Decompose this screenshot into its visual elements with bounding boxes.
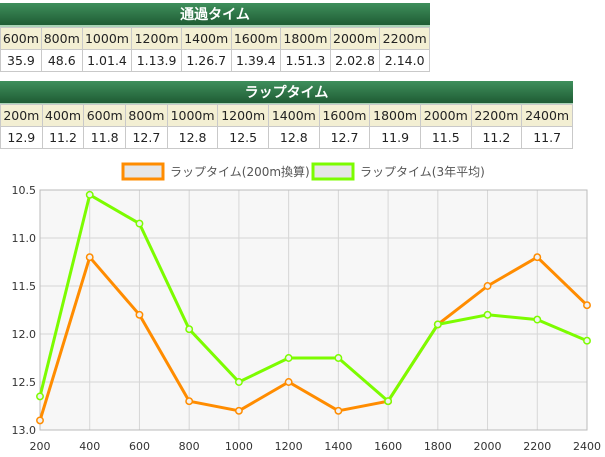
distance-label-cell: 200m bbox=[0, 104, 43, 127]
passing-time-cell: 1.01.4 bbox=[81, 49, 133, 72]
y-tick-label: 11.5 bbox=[12, 280, 37, 293]
passing-time-cell: 2.14.0 bbox=[379, 49, 430, 72]
x-tick-label: 1800 bbox=[424, 440, 452, 453]
distance-label-cell: 2400m bbox=[521, 104, 573, 127]
data-point bbox=[334, 354, 343, 362]
distance-label-cell: 800m bbox=[40, 27, 83, 50]
data-point bbox=[85, 190, 94, 199]
distance-label-cell: 2200m bbox=[470, 104, 523, 127]
distance-label-cell: 1400m bbox=[268, 104, 320, 127]
data-point bbox=[85, 253, 94, 262]
lap-time-cell: 12.8 bbox=[268, 126, 320, 149]
distance-label-cell: 1200m bbox=[217, 104, 270, 127]
distance-label-cell: 1800m bbox=[369, 104, 421, 127]
data-point bbox=[234, 378, 243, 386]
legend-label: ラップタイム(200m換算) bbox=[170, 164, 310, 179]
y-tick-label: 13.0 bbox=[12, 424, 37, 437]
lap-time-cell: 12.7 bbox=[125, 126, 168, 149]
passing-time-cell: 35.9 bbox=[0, 49, 42, 72]
passing-time-cell: 2.02.8 bbox=[329, 49, 381, 72]
data-point bbox=[384, 397, 393, 406]
legend-swatch bbox=[311, 162, 355, 181]
lap-time-cell: 12.5 bbox=[217, 126, 270, 149]
plot-frame bbox=[39, 189, 588, 431]
series-line-1 bbox=[38, 255, 589, 421]
distance-label-cell: 1200m bbox=[131, 27, 182, 50]
distance-label-cell: 1600m bbox=[230, 27, 282, 50]
y-tick-label: 12.5 bbox=[12, 376, 37, 389]
data-point bbox=[483, 310, 492, 319]
data-point bbox=[533, 315, 542, 324]
x-tick-label: 400 bbox=[79, 440, 100, 453]
distance-label-cell: 400m bbox=[41, 104, 85, 127]
data-point bbox=[583, 336, 591, 345]
data-point bbox=[185, 325, 194, 334]
lap-time-cell: 12.8 bbox=[166, 126, 219, 149]
distance-label-cell: 800m bbox=[125, 104, 168, 127]
x-tick-label: 1600 bbox=[374, 440, 402, 453]
legend-label: ラップタイム(3年平均) bbox=[360, 165, 485, 179]
lap-time-cell: 11.7 bbox=[521, 126, 573, 149]
data-point bbox=[483, 282, 492, 290]
distance-label-cell: 600m bbox=[0, 27, 42, 50]
distance-label-cell: 1800m bbox=[280, 27, 331, 50]
data-point bbox=[234, 406, 243, 415]
x-tick-label: 200 bbox=[30, 440, 51, 453]
distance-label-cell: 2200m bbox=[379, 27, 430, 50]
passing-time-cell: 1.51.3 bbox=[280, 49, 331, 72]
lap-time-cell: 12.9 bbox=[0, 126, 43, 149]
x-tick-label: 2000 bbox=[474, 440, 502, 453]
lap-time-chart: 10.5 11.0 11.5 12.0 12.5 13.0 200 400 600 800 1000… bbox=[12, 162, 601, 453]
distance-label-cell: 1400m bbox=[180, 27, 232, 50]
data-point bbox=[284, 354, 293, 362]
data-point bbox=[135, 219, 144, 228]
x-tick-label: 600 bbox=[129, 440, 150, 453]
lap-time-header: ラップタイム bbox=[0, 81, 573, 105]
distance-label-cell: 2000m bbox=[419, 104, 472, 127]
data-point bbox=[135, 310, 144, 319]
data-point bbox=[433, 320, 442, 329]
x-tick-label: 2400 bbox=[573, 440, 601, 453]
passing-time-cell: 1.26.7 bbox=[180, 49, 232, 72]
x-tick-label: 1200 bbox=[275, 440, 303, 453]
x-tick-label: 2200 bbox=[523, 440, 551, 453]
plot-area bbox=[40, 190, 587, 430]
series-line-2 bbox=[38, 193, 588, 403]
distance-label-cell: 1000m bbox=[166, 104, 219, 127]
data-point bbox=[185, 397, 194, 406]
lap-time-cell: 11.2 bbox=[470, 126, 523, 149]
lap-time-cell: 11.5 bbox=[419, 126, 472, 149]
distance-label-cell: 1000m bbox=[81, 27, 133, 50]
distance-label-cell: 600m bbox=[83, 104, 127, 127]
distance-label-cell: 1600m bbox=[318, 104, 371, 127]
distance-label-cell: 2000m bbox=[329, 27, 381, 50]
lap-time-cell: 11.9 bbox=[369, 126, 421, 149]
data-point bbox=[36, 392, 44, 401]
data-point bbox=[533, 253, 542, 262]
x-tick-label: 1000 bbox=[225, 440, 253, 453]
lap-time-cell: 12.7 bbox=[318, 126, 371, 149]
data-point bbox=[583, 301, 591, 310]
passing-time-cell: 48.6 bbox=[40, 49, 83, 72]
y-tick-label: 10.5 bbox=[12, 184, 37, 197]
passing-time-cell: 1.39.4 bbox=[230, 49, 282, 72]
y-tick-label: 11.0 bbox=[12, 232, 37, 245]
passing-time-cell: 1.13.9 bbox=[131, 49, 182, 72]
lap-time-cell: 11.2 bbox=[41, 126, 85, 149]
data-point bbox=[36, 416, 44, 425]
data-point bbox=[334, 406, 343, 415]
data-point bbox=[284, 378, 293, 386]
passing-time-table: 600m 800m 1000m 1200m 1400m 1600m 1800m 2000m 22… bbox=[0, 27, 430, 72]
x-tick-label: 800 bbox=[179, 440, 200, 453]
legend-swatch bbox=[121, 162, 165, 181]
x-tick-label: 1400 bbox=[324, 440, 352, 453]
passing-time-header: 通過タイム bbox=[0, 3, 430, 27]
lap-time-table: 200m 400m 600m 800m 1000m 1200m 1400m 1600m 1800… bbox=[0, 104, 573, 149]
lap-time-cell: 11.8 bbox=[83, 126, 127, 149]
y-tick-label: 12.0 bbox=[12, 328, 37, 341]
